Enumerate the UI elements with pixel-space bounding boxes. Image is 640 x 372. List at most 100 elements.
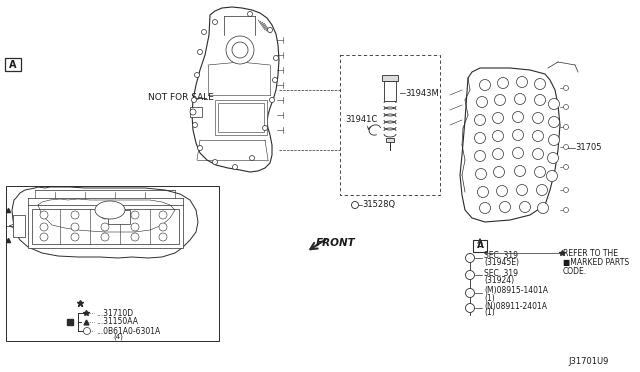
Circle shape: [520, 202, 531, 212]
Circle shape: [202, 29, 207, 35]
Circle shape: [190, 109, 196, 115]
Circle shape: [497, 186, 508, 196]
Text: SEC. 319: SEC. 319: [484, 251, 518, 260]
Text: 31705: 31705: [575, 144, 602, 153]
Circle shape: [465, 253, 474, 263]
Circle shape: [273, 77, 278, 83]
Circle shape: [499, 202, 511, 212]
Circle shape: [131, 211, 139, 219]
Circle shape: [479, 80, 490, 90]
Bar: [6, 186, 219, 341]
Text: (1): (1): [484, 308, 495, 317]
Text: B: B: [84, 328, 88, 334]
Circle shape: [534, 78, 545, 90]
Circle shape: [493, 112, 504, 124]
Bar: [13, 215, 25, 237]
Circle shape: [548, 116, 559, 128]
Circle shape: [159, 223, 167, 231]
Text: (N)08911-2401A: (N)08911-2401A: [484, 301, 547, 311]
Text: 31943M: 31943M: [405, 89, 439, 97]
Circle shape: [195, 73, 200, 77]
Circle shape: [268, 28, 273, 32]
Circle shape: [465, 270, 474, 279]
Bar: [382, 75, 398, 81]
Circle shape: [191, 97, 196, 103]
Text: ■MARKED PARTS: ■MARKED PARTS: [563, 257, 629, 266]
Circle shape: [198, 49, 202, 55]
Circle shape: [563, 164, 568, 170]
Text: NOT FOR SALE: NOT FOR SALE: [148, 93, 214, 103]
Circle shape: [534, 167, 545, 177]
Bar: [28, 205, 183, 248]
Circle shape: [474, 115, 486, 125]
Circle shape: [563, 86, 568, 90]
Circle shape: [493, 148, 504, 160]
Text: M: M: [468, 291, 472, 295]
Polygon shape: [12, 187, 198, 258]
Text: CODE.: CODE.: [563, 266, 587, 276]
Circle shape: [193, 122, 198, 128]
Circle shape: [262, 125, 268, 131]
Text: ...0B61A0-6301A: ...0B61A0-6301A: [96, 327, 160, 336]
Ellipse shape: [95, 201, 125, 219]
Text: FRONT: FRONT: [316, 238, 356, 248]
Bar: [215, 100, 267, 135]
Circle shape: [516, 185, 527, 196]
Circle shape: [250, 155, 255, 160]
Circle shape: [40, 233, 48, 241]
Circle shape: [532, 148, 543, 160]
Circle shape: [465, 289, 474, 298]
Circle shape: [40, 223, 48, 231]
Text: 31528Q: 31528Q: [362, 201, 395, 209]
Text: ...31150AA: ...31150AA: [96, 317, 138, 327]
Circle shape: [547, 153, 559, 164]
Polygon shape: [192, 7, 279, 172]
Circle shape: [474, 151, 486, 161]
Circle shape: [548, 99, 559, 109]
Circle shape: [101, 233, 109, 241]
Circle shape: [536, 185, 547, 196]
Circle shape: [513, 148, 524, 158]
Circle shape: [497, 77, 509, 89]
Circle shape: [101, 223, 109, 231]
Circle shape: [493, 131, 504, 141]
Bar: [473, 240, 487, 252]
Circle shape: [351, 202, 358, 208]
Circle shape: [479, 202, 490, 214]
Circle shape: [232, 164, 237, 170]
Circle shape: [515, 93, 525, 105]
Circle shape: [131, 233, 139, 241]
Circle shape: [495, 94, 506, 106]
Circle shape: [273, 55, 278, 61]
Circle shape: [563, 208, 568, 212]
Text: (M)08915-1401A: (M)08915-1401A: [484, 286, 548, 295]
Circle shape: [563, 105, 568, 109]
Circle shape: [198, 145, 202, 151]
Bar: [108, 210, 130, 224]
Circle shape: [71, 211, 79, 219]
Circle shape: [71, 223, 79, 231]
Text: (31924): (31924): [484, 276, 514, 285]
Text: ...31710D: ...31710D: [96, 308, 133, 317]
Text: 31941C: 31941C: [345, 115, 377, 125]
Circle shape: [516, 77, 527, 87]
Circle shape: [131, 223, 139, 231]
Circle shape: [40, 211, 48, 219]
Text: A: A: [477, 241, 483, 250]
Circle shape: [532, 112, 543, 124]
Circle shape: [547, 170, 557, 182]
Circle shape: [548, 135, 559, 145]
Circle shape: [476, 169, 486, 180]
Circle shape: [515, 166, 525, 176]
Circle shape: [477, 96, 488, 108]
Circle shape: [232, 42, 248, 58]
Circle shape: [248, 12, 253, 16]
Circle shape: [83, 327, 90, 334]
Circle shape: [101, 211, 109, 219]
Bar: [190, 107, 202, 117]
Text: (1): (1): [484, 294, 495, 302]
Text: SEC. 319: SEC. 319: [484, 269, 518, 278]
Circle shape: [563, 187, 568, 192]
Circle shape: [534, 94, 545, 106]
Circle shape: [493, 167, 504, 177]
